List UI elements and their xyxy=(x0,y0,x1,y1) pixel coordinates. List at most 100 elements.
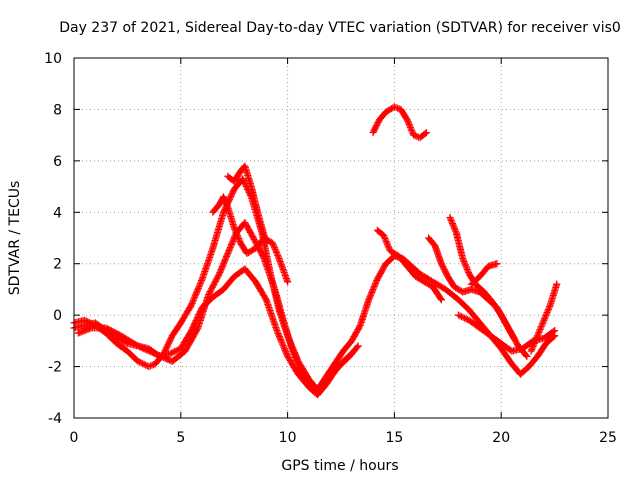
data-point xyxy=(134,357,142,365)
data-point xyxy=(163,342,171,350)
chart-title: Day 237 of 2021, Sidereal Day-to-day VTE… xyxy=(59,20,621,36)
data-point xyxy=(235,236,243,244)
data-point xyxy=(136,358,144,366)
data-point xyxy=(371,281,379,289)
data-point xyxy=(226,244,234,252)
data-point xyxy=(370,282,378,290)
data-point xyxy=(166,350,174,358)
data-point xyxy=(191,292,199,300)
data-point xyxy=(224,249,232,257)
data-point xyxy=(527,347,535,355)
data-point xyxy=(251,237,259,245)
data-point xyxy=(380,231,388,239)
data-point xyxy=(406,123,414,131)
data-point xyxy=(408,127,416,135)
data-point xyxy=(228,239,236,247)
data-point xyxy=(274,328,282,336)
data-point xyxy=(274,330,282,338)
data-point xyxy=(522,351,530,359)
data-point xyxy=(493,260,501,268)
data-point xyxy=(546,302,554,310)
data-point xyxy=(448,218,456,226)
data-point xyxy=(532,335,540,343)
data-point xyxy=(167,335,175,343)
data-point xyxy=(233,231,241,239)
plot-frame xyxy=(73,57,609,419)
data-point xyxy=(259,253,267,261)
data-point xyxy=(365,294,373,302)
data-point xyxy=(459,313,467,321)
data-point xyxy=(208,285,216,293)
data-point xyxy=(382,238,390,246)
series-arc-4 xyxy=(209,193,292,286)
data-point xyxy=(464,267,472,275)
data-point xyxy=(450,223,458,231)
data-point xyxy=(231,227,239,235)
data-point xyxy=(275,331,283,339)
data-point xyxy=(84,318,92,326)
data-point xyxy=(288,345,296,353)
data-point xyxy=(232,228,240,236)
data-point xyxy=(273,250,281,258)
data-point xyxy=(390,103,398,111)
data-point xyxy=(171,348,179,356)
data-point xyxy=(542,312,550,320)
data-point xyxy=(411,132,419,140)
data-point xyxy=(196,280,204,288)
data-point xyxy=(191,293,199,301)
series-arc-12 xyxy=(527,280,561,355)
data-point xyxy=(291,352,299,360)
data-point xyxy=(221,197,229,205)
data-point xyxy=(227,242,235,250)
data-point xyxy=(222,254,230,262)
data-point xyxy=(282,348,290,356)
data-point xyxy=(523,352,531,360)
data-point xyxy=(382,236,390,244)
x-tick-label: 0 xyxy=(70,430,79,446)
data-point xyxy=(189,296,197,304)
x-tick-label: 15 xyxy=(385,430,403,446)
data-point xyxy=(461,261,469,269)
data-point xyxy=(447,217,455,225)
data-point xyxy=(269,239,277,247)
data-point xyxy=(215,270,223,278)
data-point xyxy=(249,234,257,242)
data-point xyxy=(257,249,265,257)
data-point xyxy=(539,319,547,327)
data-point xyxy=(410,131,418,139)
data-point xyxy=(530,341,538,349)
data-point xyxy=(404,119,412,127)
data-point xyxy=(148,361,156,369)
data-point xyxy=(280,345,288,353)
y-tick-label: 10 xyxy=(44,51,62,67)
data-point xyxy=(193,287,201,295)
data-point xyxy=(461,259,469,267)
data-point xyxy=(367,290,375,298)
data-point xyxy=(208,283,216,291)
data-point xyxy=(271,245,279,253)
data-point xyxy=(272,247,280,255)
data-point xyxy=(279,342,287,350)
data-point xyxy=(164,341,172,349)
y-tick-label: 8 xyxy=(53,102,62,118)
data-point xyxy=(452,227,460,235)
data-point xyxy=(437,296,445,304)
data-point xyxy=(269,241,277,249)
data-point xyxy=(223,252,231,260)
data-point xyxy=(276,334,284,342)
data-point xyxy=(221,255,229,263)
y-tick-label: -2 xyxy=(48,360,62,376)
data-point xyxy=(226,245,234,253)
data-point xyxy=(281,346,289,354)
data-point xyxy=(165,338,173,346)
data-point xyxy=(197,278,205,286)
y-tick-label: -4 xyxy=(48,411,62,427)
data-point xyxy=(187,301,195,309)
data-point xyxy=(535,329,543,337)
data-point xyxy=(459,255,467,263)
data-point xyxy=(239,175,247,183)
data-point xyxy=(225,246,233,254)
data-point xyxy=(545,304,553,312)
data-point xyxy=(137,359,145,367)
